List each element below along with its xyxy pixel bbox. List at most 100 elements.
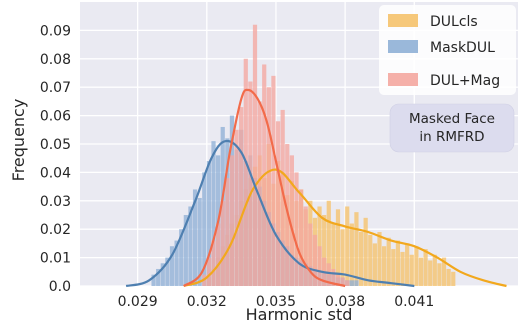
x-tick-label: 0.035 [256,294,296,310]
histogram-bar-dul-mag [280,109,285,286]
histogram-bar-maskdul [197,197,202,286]
y-tick-label: 0.02 [40,222,71,238]
histogram-bar-dulcls [418,257,424,286]
legend-swatch-dul-mag [388,73,418,86]
annotation-box: Masked Face in RMFRD [389,103,515,153]
histogram-bar-dulcls [377,232,382,286]
histogram-bar-dulcls [381,246,387,286]
histogram-bar-dul-mag [294,172,299,286]
y-axis-label: Frequency [9,99,28,182]
histogram-bar-dul-mag [206,257,211,286]
y-tick-label: 0.04 [40,165,71,181]
histogram-bar-maskdul [151,274,156,286]
histogram-bar-maskdul [179,229,184,286]
histogram-bar-dul-mag [234,129,239,286]
histogram-bar-maskdul [156,268,161,286]
histogram-bar-dul-mag [340,277,345,286]
histogram-bar-dul-mag [257,101,262,287]
histogram-bar-dulcls [414,246,419,286]
legend-label-dul-mag: DUL+Mag [430,73,500,89]
legend-swatch-dulcls [388,14,418,27]
x-axis-label: Harmonic std [246,305,353,324]
histogram-bar-dul-mag [211,240,216,286]
histogram-bar-dul-mag [266,87,271,286]
histogram-bar-dulcls [326,200,331,286]
histogram-bar-dulcls [335,209,341,286]
histogram-bar-dul-mag [326,263,331,286]
histogram-bar-maskdul [354,280,359,286]
histogram-bar-dulcls [423,249,428,286]
histogram-bar-dul-mag [312,234,318,286]
annotation-line-2: in RMFRD [419,129,484,145]
histogram-bar-dulcls [437,263,442,286]
y-tick-label: 0.09 [40,23,71,39]
histogram-bar-dul-mag [220,200,225,286]
histogram-bar-dulcls [446,268,451,286]
histogram-bar-dulcls [386,237,391,286]
histogram-bar-maskdul [169,246,175,286]
histogram-bar-dul-mag [239,107,244,286]
histogram-bar-dulcls [372,243,377,286]
histogram-bar-dul-mag [317,246,322,286]
histogram-bar-maskdul [183,215,188,286]
kde-curve-dul-mag [183,88,346,288]
x-tick-label: 0.029 [118,294,158,310]
x-tick-label: 0.032 [187,294,227,310]
annotation-background [389,103,515,153]
histogram-bar-dul-mag [289,155,294,286]
histogram-bar-dulcls [322,215,327,286]
histogram-bar-dulcls [441,257,447,286]
annotation-line-1: Masked Face [409,111,495,127]
histogram-bar-dul-mag [299,189,304,286]
histogram-bar-dul-mag [308,223,313,286]
histogram-bar-dul-mag [252,24,258,286]
legend: DULcls MaskDUL DUL+Mag [379,5,516,95]
histogram-bar-dul-mag [275,121,281,286]
y-tick-label: 0.08 [40,52,71,68]
histogram-bar-dul-mag [335,274,341,286]
histogram-bar-dulcls [395,240,401,286]
histogram-bar-dulcls [345,206,350,286]
y-tick-label: 0.0 [49,279,71,295]
histogram-bar-dulcls [354,212,359,286]
tick-labels: 0.0 0.01 0.02 0.03 0.04 0.05 0.06 0.07 0.08 0.09 0… [40,23,434,310]
histogram-bar-dulcls [409,254,414,286]
kde-curve-maskdul [125,139,415,288]
y-tick-label: 0.06 [40,109,71,125]
histogram-bar-dulcls [331,223,336,286]
legend-frame [379,5,516,95]
histogram-bar-dulcls [349,223,354,286]
histogram-bar-dulcls [400,251,405,286]
histogram-bar-dulcls [368,234,373,286]
legend-swatch-maskdul [388,40,418,53]
y-tick-label: 0.05 [40,137,71,153]
histogram-bar-dulcls [317,206,322,286]
histogram-bar-dulcls [405,243,410,286]
histogram-bar-maskdul [192,189,198,286]
histogram-bar-dul-mag [216,223,221,286]
histogram-bar-dul-mag [243,58,248,286]
y-tick-label: 0.03 [40,194,71,210]
histogram-bar-dulcls [432,254,437,286]
y-tick-label: 0.07 [40,80,71,96]
kde-curve-dulcls [183,168,507,288]
x-tick-label: 0.041 [394,294,434,310]
histogram-bar-dulcls [358,232,364,286]
histogram-bar-dul-mag [331,268,336,286]
histogram-bar-dul-mag [271,75,276,286]
histogram-bar-dulcls [451,271,456,286]
histogram-bar-dulcls [428,260,433,286]
histogram-bar-dul-mag [248,81,253,287]
histogram-bar-dul-mag [225,178,230,286]
y-tick-label: 0.01 [40,251,71,267]
legend-label-maskdul: MaskDUL [430,40,495,56]
histogram-bar-maskdul [202,172,207,286]
histogram-bar-maskdul [188,206,193,286]
legend-label-dulcls: DULcls [430,14,478,30]
histogram-bar-maskdul [174,240,179,286]
histogram-bar-dul-mag [303,206,308,286]
histogram-bar-maskdul [349,280,354,286]
histogram-bar-maskdul [211,141,216,286]
histogram-bar-maskdul [165,257,170,286]
